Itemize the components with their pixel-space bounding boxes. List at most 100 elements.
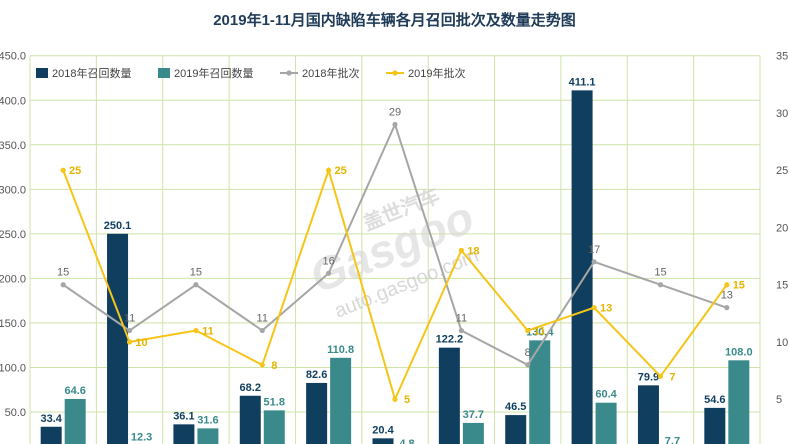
y-left-tick-label: 100.0 (0, 362, 26, 374)
bar-2018 (107, 233, 129, 444)
line-point (525, 362, 531, 368)
line-point (392, 121, 398, 128)
y-right-tick-label: 30 (776, 108, 788, 120)
line-data-label: 10 (135, 337, 147, 349)
bar-data-label: 110.8 (327, 344, 354, 356)
line-data-label: 15 (57, 267, 69, 279)
y-right-tick-label: 15 (776, 280, 788, 292)
bar-2018 (571, 90, 593, 444)
bar-data-label: 79.9 (638, 371, 659, 383)
bar-data-label: 122.2 (436, 334, 464, 346)
line-point (657, 373, 664, 379)
y-left-tick-label: 350.0 (0, 140, 26, 152)
bar-2018 (505, 415, 527, 444)
y-left-tick-label: 200.0 (0, 273, 26, 285)
bar-data-label: 250.1 (104, 220, 132, 232)
line-point (126, 327, 133, 334)
bar-2018 (40, 426, 62, 444)
line-data-label: 11 (124, 313, 135, 325)
line-point (193, 327, 199, 334)
y-left-tick-label: 150.0 (0, 318, 26, 330)
bar-data-label: 411.1 (569, 76, 596, 88)
legend-label: 2019年批次 (408, 66, 465, 80)
line-data-label: 11 (456, 313, 467, 325)
line-data-label: 25 (69, 165, 81, 177)
bar-data-label: 12.3 (131, 432, 152, 444)
line-point (126, 339, 133, 345)
legend-swatch (158, 68, 170, 78)
line-data-label: 15 (654, 267, 666, 279)
bar-data-label: 7.7 (665, 436, 680, 444)
line-data-label: 29 (389, 106, 401, 118)
line-point (591, 259, 597, 265)
bar-data-label: 33.4 (40, 413, 62, 425)
line-data-label: 16 (323, 255, 335, 267)
line-point (724, 282, 730, 288)
line-point (60, 282, 66, 288)
line-data-label: 8 (525, 347, 531, 359)
bar-data-label: 60.4 (595, 389, 617, 401)
y-left-tick-label: 450.0 (0, 51, 26, 63)
bar-2019 (728, 360, 750, 444)
bar-data-label: 68.2 (240, 382, 261, 394)
line-data-label: 5 (404, 394, 410, 406)
bar-data-label: 108.0 (725, 346, 753, 358)
line-data-label: 11 (534, 326, 546, 338)
legend-swatch-marker (392, 70, 398, 76)
bar-2019 (197, 428, 219, 444)
line-point (193, 282, 199, 288)
bar-data-label: 64.6 (64, 385, 85, 397)
legend-label: 2018年召回数量 (52, 66, 131, 80)
bar-2019 (595, 402, 617, 444)
line-point (525, 327, 531, 334)
bar-2018 (637, 385, 659, 444)
bar-data-label: 4.8 (399, 438, 414, 444)
line-data-label: 25 (335, 165, 347, 177)
bar-data-label: 20.4 (372, 424, 394, 436)
bar-data-label: 31.6 (197, 414, 218, 426)
bar-2019 (330, 357, 352, 444)
line-data-label: 13 (721, 290, 733, 302)
line-point (392, 396, 398, 402)
line-data-label: 11 (257, 313, 268, 325)
line-point (724, 305, 730, 311)
line-point (458, 247, 464, 253)
line-point (60, 167, 66, 173)
legend-swatch (36, 68, 48, 78)
legend-label: 2018年批次 (302, 66, 359, 80)
line-data-label: 7 (669, 371, 675, 383)
bar-data-label: 36.1 (173, 410, 194, 422)
legend-swatch-marker (286, 70, 292, 76)
line-point (259, 362, 265, 368)
bar-2018 (173, 424, 195, 444)
y-right-tick-label: 20 (776, 222, 788, 234)
bar-2018 (438, 347, 460, 444)
bar-data-label: 51.8 (264, 396, 285, 408)
bar-data-label: 54.6 (704, 394, 725, 406)
bar-2018 (372, 438, 394, 444)
y-right-tick-label: 35 (776, 51, 788, 63)
line-data-label: 15 (733, 280, 745, 292)
bar-2018 (306, 382, 328, 444)
line-data-label: 17 (588, 244, 600, 256)
y-right-tick-label: 5 (776, 394, 782, 406)
bar-2019 (64, 398, 86, 444)
y-right-tick-label: 25 (776, 165, 788, 177)
line-point (259, 327, 265, 334)
bar-data-label: 46.5 (505, 401, 526, 413)
line-data-label: 8 (271, 360, 277, 372)
chart-title: 2019年1-11月国内缺陷车辆各月召回批次及数量走势图 (213, 12, 576, 29)
bar-2018 (704, 407, 726, 444)
line-data-label: 18 (467, 245, 479, 257)
bar-2018 (239, 395, 261, 444)
bar-2019 (462, 422, 484, 444)
bar-2019 (263, 410, 285, 444)
y-right-tick-label: 10 (776, 337, 788, 349)
line-point (326, 167, 332, 173)
line-data-label: 13 (600, 303, 612, 315)
y-left-tick-label: 250.0 (0, 229, 26, 241)
bar-data-label: 37.7 (463, 409, 484, 421)
line-point (458, 327, 464, 334)
